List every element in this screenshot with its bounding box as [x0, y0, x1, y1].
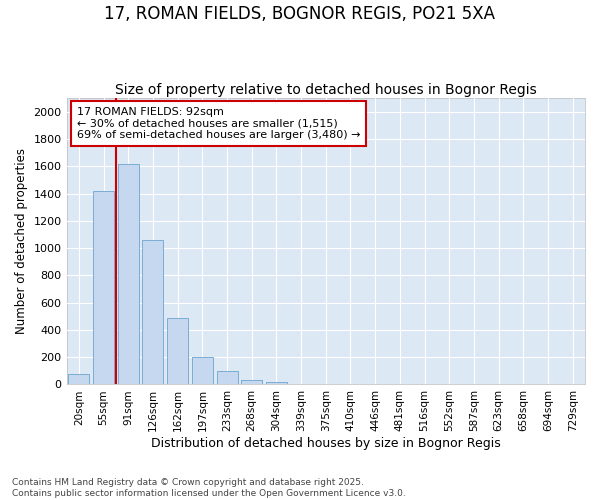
Text: Contains HM Land Registry data © Crown copyright and database right 2025.
Contai: Contains HM Land Registry data © Crown c… [12, 478, 406, 498]
Bar [266, 382, 287, 384]
Bar [217, 371, 238, 384]
Bar [118, 164, 139, 384]
Bar [93, 191, 114, 384]
Bar [142, 240, 163, 384]
Title: Size of property relative to detached houses in Bognor Regis: Size of property relative to detached ho… [115, 83, 536, 97]
Bar [192, 357, 213, 384]
Bar [241, 380, 262, 384]
Text: 17 ROMAN FIELDS: 92sqm
← 30% of detached houses are smaller (1,515)
69% of semi-: 17 ROMAN FIELDS: 92sqm ← 30% of detached… [77, 107, 361, 140]
Bar [167, 318, 188, 384]
Y-axis label: Number of detached properties: Number of detached properties [15, 148, 28, 334]
Bar [68, 374, 89, 384]
Text: 17, ROMAN FIELDS, BOGNOR REGIS, PO21 5XA: 17, ROMAN FIELDS, BOGNOR REGIS, PO21 5XA [104, 5, 496, 23]
X-axis label: Distribution of detached houses by size in Bognor Regis: Distribution of detached houses by size … [151, 437, 500, 450]
